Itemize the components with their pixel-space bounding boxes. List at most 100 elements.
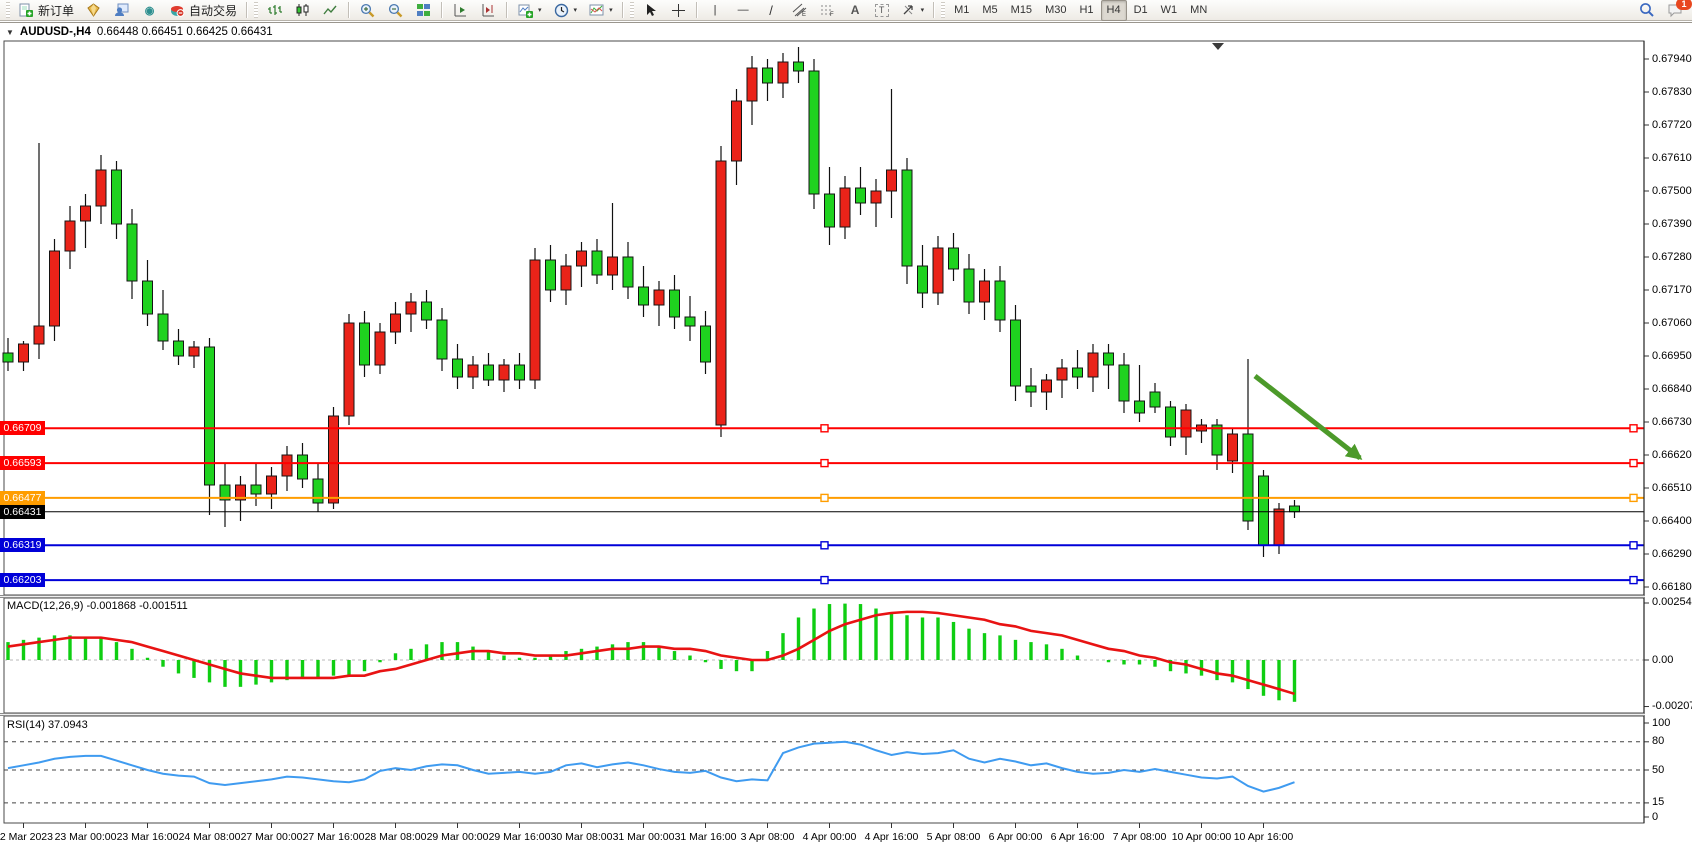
signals-button[interactable]: ◉ [136,0,163,21]
candlestick-mode-button[interactable] [289,0,316,21]
zoom-in-button[interactable] [354,0,381,21]
price-axis-tick: 0.67170 [1652,283,1692,296]
tf-button-H4[interactable]: H4 [1100,0,1127,21]
fibonacci-icon: F [819,2,836,18]
separator [695,2,698,18]
new-chart-icon [517,2,534,18]
crosshair-icon [670,2,687,18]
candle-body [545,259,556,291]
arrows-tool[interactable]: ▾ [895,0,930,21]
tf-button-M5[interactable]: M5 [982,4,998,16]
candle-body [390,313,401,333]
clock-icon [553,2,570,18]
candle-body [33,325,45,345]
panel-separator[interactable] [0,713,1645,716]
tf-button-M30[interactable]: M30 [1045,4,1067,16]
tf-button-M1[interactable]: M1 [954,4,970,16]
price-axis-tick: 0.66180 [1652,580,1692,593]
candle-body [979,280,990,303]
search-button[interactable] [1633,0,1660,21]
candle-body [266,475,277,495]
cursor-tool-button[interactable] [637,0,664,21]
tf-button-M15[interactable]: M15 [1010,4,1033,16]
candle-body [560,265,572,291]
macd-axis-tick: 0.00 [1652,653,1674,666]
separator [506,2,509,18]
separator [933,2,936,18]
candle-body [1056,367,1068,381]
price-level-badge[interactable]: 0.66319 [0,538,45,553]
crosshair-tool-button[interactable] [665,0,692,21]
price-level-badge[interactable]: 0.66203 [0,573,45,588]
tf-button-W1[interactable]: W1 [1160,4,1178,16]
candle-body [855,187,866,204]
time-axis-label: 30 Mar 08:00 [550,831,613,843]
candle-body [1211,424,1223,456]
person-icon [113,2,130,18]
collapse-triangle-icon[interactable]: ▼ [6,27,14,37]
notifications-button[interactable]: 1 [1661,0,1692,21]
dropdown-caret: ▾ [609,7,613,14]
candle-body [188,346,200,357]
rsi-axis-tick: 100 [1652,716,1671,729]
candle-body [1258,475,1269,546]
candle-body [219,484,231,501]
label-tool[interactable]: T [870,0,894,21]
vertical-line-tool[interactable]: | [702,0,729,21]
new-chart-button[interactable]: ▾ [512,0,547,21]
line-handle [820,493,829,503]
price-level-badge[interactable]: 0.66477 [0,490,45,505]
trendline-tool[interactable]: / [758,0,785,21]
market-watch-button[interactable] [80,0,107,21]
price-level-badge[interactable]: 0.66593 [0,456,45,471]
candle-body [1118,364,1130,402]
strategy-tester-button[interactable] [108,0,135,21]
notification-badge: 1 [1676,0,1692,10]
price-level-badge[interactable]: 0.66431 [0,504,45,519]
candle-body [1087,352,1099,378]
dropdown-caret: ▾ [573,7,578,14]
candle-body [793,61,804,72]
toolbar-grip[interactable] [941,2,946,18]
fibonacci-tool[interactable]: F [814,0,841,21]
zoom-out-icon [387,2,404,18]
tf-button-H1[interactable]: H1 [1079,4,1094,16]
auto-trading-button[interactable]: 自动交易 [164,0,242,21]
text-tool[interactable]: A [842,0,869,21]
bar-chart-mode-button[interactable] [261,0,288,21]
separator [441,2,444,18]
equidistant-channel-tool[interactable]: E [786,0,813,21]
tile-windows-button[interactable] [410,0,437,21]
price-axis-tick: 0.66400 [1652,514,1692,527]
auto-scroll-icon [452,2,469,18]
price-axis-tick: 0.67610 [1652,151,1692,164]
tf-button-D1[interactable]: D1 [1133,4,1148,16]
chart-shift-button[interactable] [475,0,502,21]
periods-button[interactable]: ▾ [548,0,583,21]
line-handle [820,575,829,585]
candle-body [684,316,696,327]
toolbar-grip[interactable] [254,2,259,18]
new-order-button[interactable]: 新订单 [13,0,79,21]
price-level-badge[interactable]: 0.66709 [0,421,45,436]
channel-icon: E [791,2,808,18]
templates-button[interactable]: ▾ [583,0,618,21]
zoom-out-button[interactable] [382,0,409,21]
separator [348,2,351,18]
rsi-line [7,740,1295,793]
toolbar-grip[interactable] [6,2,10,18]
candle-body [467,364,479,378]
price-axis-tick: 0.66730 [1652,415,1692,428]
chart-shift-icon [480,2,497,18]
horizontal-line-tool[interactable]: — [730,0,757,21]
panel-separator[interactable] [0,595,1645,598]
candle-body [886,169,897,192]
line-chart-mode-button[interactable] [317,0,344,21]
dropdown-caret: ▾ [920,7,925,14]
candle-body [607,256,618,276]
toolbar-grip[interactable] [629,2,634,18]
tf-button-MN[interactable]: MN [1190,4,1208,16]
trendline-icon: / [769,2,773,18]
auto-scroll-button[interactable] [447,0,474,21]
